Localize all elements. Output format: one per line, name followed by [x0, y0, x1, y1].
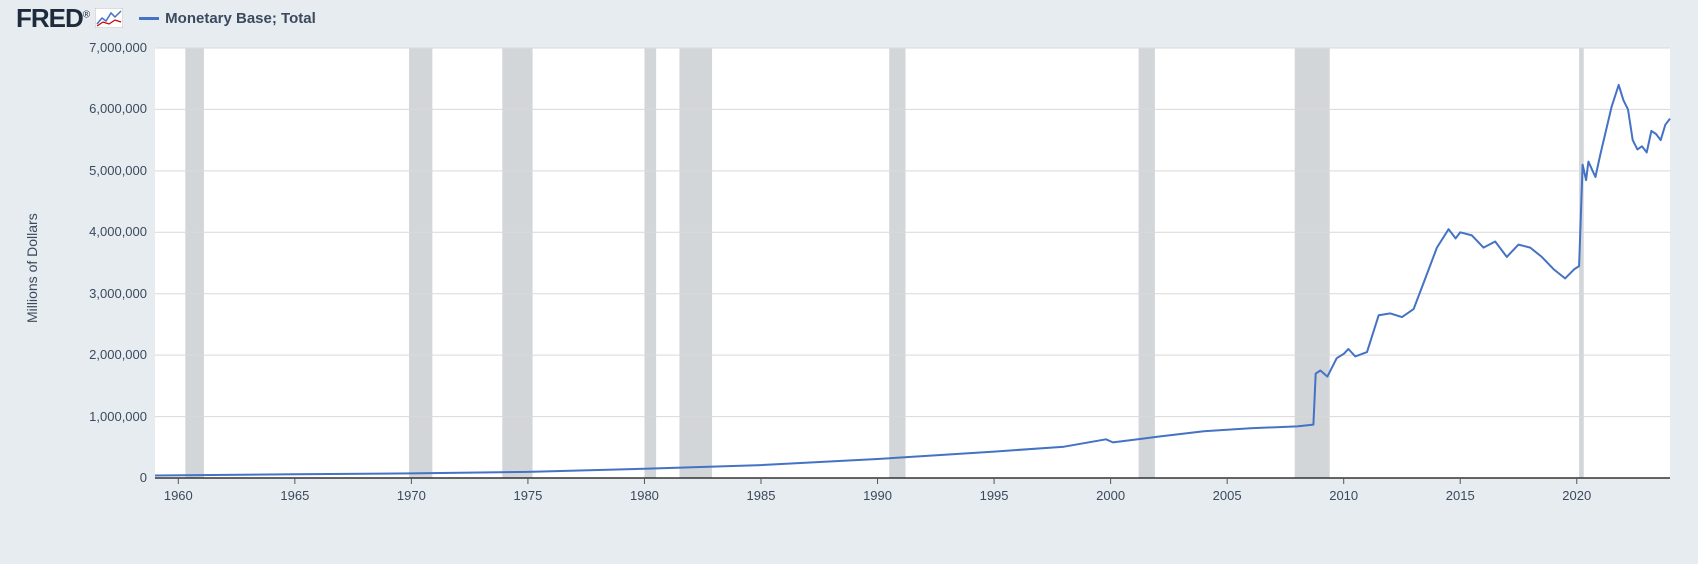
recession-band: [502, 48, 532, 478]
y-axis-title: Millions of Dollars: [24, 213, 40, 323]
y-tick-label: 4,000,000: [57, 224, 147, 239]
x-tick-label: 1990: [863, 488, 892, 503]
x-tick-label: 1970: [397, 488, 426, 503]
x-tick-label: 2005: [1213, 488, 1242, 503]
y-tick-label: 0: [57, 470, 147, 485]
x-tick-label: 2000: [1096, 488, 1125, 503]
recession-band: [644, 48, 656, 478]
x-tick-label: 2020: [1562, 488, 1591, 503]
x-tick-label: 1975: [513, 488, 542, 503]
recession-band: [409, 48, 432, 478]
recession-band: [185, 48, 204, 478]
y-tick-label: 6,000,000: [57, 101, 147, 116]
x-tick-label: 1965: [280, 488, 309, 503]
chart-svg: [0, 0, 1698, 564]
y-tick-label: 7,000,000: [57, 40, 147, 55]
x-tick-label: 1985: [747, 488, 776, 503]
recession-band: [889, 48, 905, 478]
y-tick-label: 1,000,000: [57, 409, 147, 424]
x-tick-label: 2015: [1446, 488, 1475, 503]
recession-band: [679, 48, 712, 478]
y-tick-label: 2,000,000: [57, 347, 147, 362]
recession-band: [1139, 48, 1155, 478]
y-tick-label: 3,000,000: [57, 286, 147, 301]
x-tick-label: 1960: [164, 488, 193, 503]
y-tick-label: 5,000,000: [57, 163, 147, 178]
recession-band: [1295, 48, 1330, 478]
x-tick-label: 1980: [630, 488, 659, 503]
x-tick-label: 2010: [1329, 488, 1358, 503]
x-tick-label: 1995: [980, 488, 1009, 503]
